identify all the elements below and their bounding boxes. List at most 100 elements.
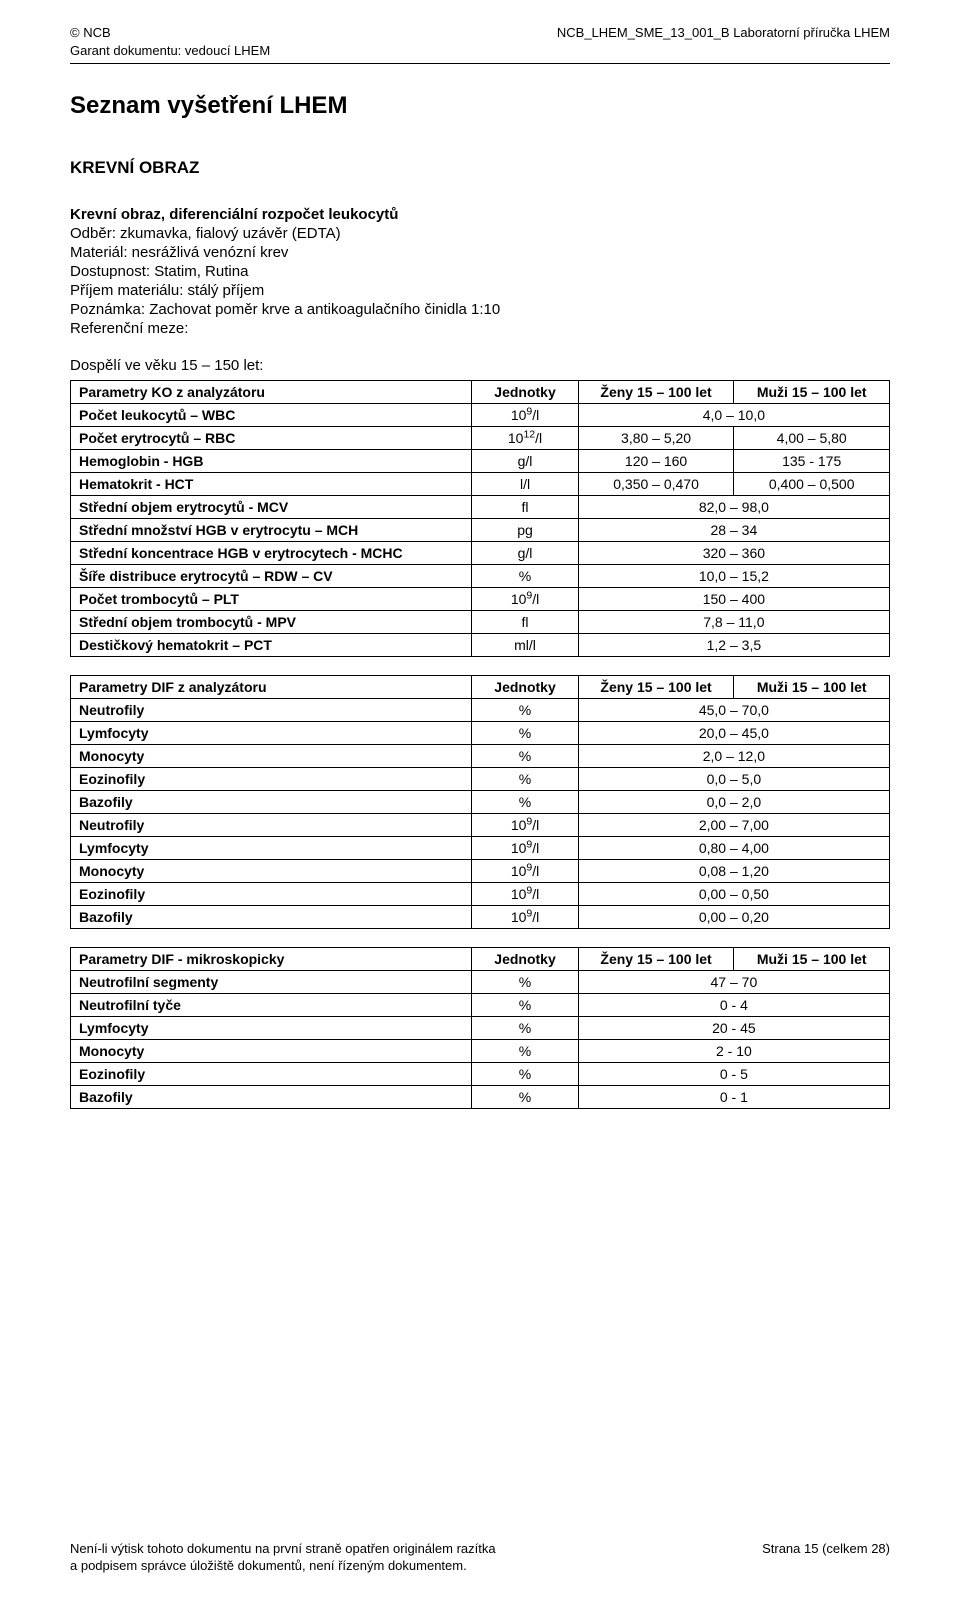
footer-left-line2: a podpisem správce úložiště dokumentů, n… bbox=[70, 1557, 496, 1575]
intro-line: Odběr: zkumavka, fialový uzávěr (EDTA) bbox=[70, 225, 890, 242]
footer-right: Strana 15 (celkem 28) bbox=[762, 1540, 890, 1575]
value-cell: 3,80 – 5,20 bbox=[578, 427, 734, 450]
intro-line: Dostupnost: Statim, Rutina bbox=[70, 263, 890, 280]
doc-header-right: NCB_LHEM_SME_13_001_B Laboratorní příruč… bbox=[557, 24, 890, 59]
param-cell: Monocyty bbox=[71, 745, 472, 768]
table-dif-analyzer: Parametry DIF z analyzátoru Jednotky Žen… bbox=[70, 675, 890, 929]
param-cell: Bazofily bbox=[71, 1086, 472, 1109]
param-cell: Lymfocyty bbox=[71, 837, 472, 860]
table-row: Hematokrit - HCTl/l0,350 – 0,4700,400 – … bbox=[71, 473, 890, 496]
value-cell: 2 - 10 bbox=[578, 1040, 889, 1063]
value-cell: 82,0 – 98,0 bbox=[578, 496, 889, 519]
col-header: Jednotky bbox=[472, 381, 578, 404]
value-cell: 120 – 160 bbox=[578, 450, 734, 473]
table-row: Destičkový hematokrit – PCTml/l1,2 – 3,5 bbox=[71, 634, 890, 657]
col-header: Muži 15 – 100 let bbox=[734, 676, 890, 699]
page: © NCB Garant dokumentu: vedoucí LHEM NCB… bbox=[0, 0, 960, 1601]
param-cell: Hemoglobin - HGB bbox=[71, 450, 472, 473]
value-cell: 20,0 – 45,0 bbox=[578, 722, 889, 745]
value-cell: 0 - 4 bbox=[578, 994, 889, 1017]
doc-header-left: © NCB Garant dokumentu: vedoucí LHEM bbox=[70, 24, 270, 59]
intro-line: Příjem materiálu: stálý příjem bbox=[70, 282, 890, 299]
value-cell: 28 – 34 bbox=[578, 519, 889, 542]
unit-cell: g/l bbox=[472, 450, 578, 473]
value-cell: 0,350 – 0,470 bbox=[578, 473, 734, 496]
param-cell: Střední objem erytrocytů - MCV bbox=[71, 496, 472, 519]
table-row: Neutrofily109/l2,00 – 7,00 bbox=[71, 814, 890, 837]
value-cell: 150 – 400 bbox=[578, 588, 889, 611]
unit-cell: % bbox=[472, 1063, 578, 1086]
value-cell: 0 - 1 bbox=[578, 1086, 889, 1109]
table-row: Eozinofily%0 - 5 bbox=[71, 1063, 890, 1086]
param-cell: Střední objem trombocytů - MPV bbox=[71, 611, 472, 634]
unit-cell: % bbox=[472, 722, 578, 745]
footer-left-line1: Není-li výtisk tohoto dokumentu na první… bbox=[70, 1540, 496, 1558]
col-header: Parametry DIF z analyzátoru bbox=[71, 676, 472, 699]
unit-cell: % bbox=[472, 791, 578, 814]
param-cell: Počet erytrocytů – RBC bbox=[71, 427, 472, 450]
param-cell: Neutrofilní segmenty bbox=[71, 971, 472, 994]
footer-left: Není-li výtisk tohoto dokumentu na první… bbox=[70, 1540, 496, 1575]
intro-line: Materiál: nesrážlivá venózní krev bbox=[70, 244, 890, 261]
value-cell: 2,0 – 12,0 bbox=[578, 745, 889, 768]
value-cell: 0,400 – 0,500 bbox=[734, 473, 890, 496]
table-row: Monocyty109/l0,08 – 1,20 bbox=[71, 860, 890, 883]
value-cell: 0,0 – 2,0 bbox=[578, 791, 889, 814]
table-row: Eozinofily%0,0 – 5,0 bbox=[71, 768, 890, 791]
param-cell: Neutrofily bbox=[71, 699, 472, 722]
param-cell: Lymfocyty bbox=[71, 722, 472, 745]
table-row: Střední množství HGB v erytrocytu – MCHp… bbox=[71, 519, 890, 542]
unit-cell: 1012/l bbox=[472, 427, 578, 450]
unit-cell: % bbox=[472, 768, 578, 791]
param-cell: Střední koncentrace HGB v erytrocytech -… bbox=[71, 542, 472, 565]
table-row: Monocyty%2 - 10 bbox=[71, 1040, 890, 1063]
value-cell: 4,00 – 5,80 bbox=[734, 427, 890, 450]
unit-cell: % bbox=[472, 1017, 578, 1040]
table-row: Bazofily%0,0 – 2,0 bbox=[71, 791, 890, 814]
value-cell: 0,00 – 0,50 bbox=[578, 883, 889, 906]
unit-cell: l/l bbox=[472, 473, 578, 496]
param-cell: Monocyty bbox=[71, 860, 472, 883]
param-cell: Bazofily bbox=[71, 906, 472, 929]
table-row: Bazofily%0 - 1 bbox=[71, 1086, 890, 1109]
param-cell: Neutrofilní tyče bbox=[71, 994, 472, 1017]
table-row: Počet leukocytů – WBC109/l4,0 – 10,0 bbox=[71, 404, 890, 427]
col-header: Ženy 15 – 100 let bbox=[578, 381, 734, 404]
intro-line-strong: Krevní obraz, diferenciální rozpočet leu… bbox=[70, 206, 890, 223]
value-cell: 4,0 – 10,0 bbox=[578, 404, 889, 427]
subheading-age: Dospělí ve věku 15 – 150 let: bbox=[70, 357, 890, 374]
col-header: Parametry KO z analyzátoru bbox=[71, 381, 472, 404]
param-cell: Monocyty bbox=[71, 1040, 472, 1063]
table-row: Neutrofilní segmenty%47 – 70 bbox=[71, 971, 890, 994]
value-cell: 0,80 – 4,00 bbox=[578, 837, 889, 860]
header-right-line1: NCB_LHEM_SME_13_001_B Laboratorní příruč… bbox=[557, 24, 890, 42]
unit-cell: fl bbox=[472, 496, 578, 519]
table-row: Střední objem erytrocytů - MCVfl82,0 – 9… bbox=[71, 496, 890, 519]
unit-cell: 109/l bbox=[472, 588, 578, 611]
table-row: Střední objem trombocytů - MPVfl7,8 – 11… bbox=[71, 611, 890, 634]
unit-cell: 109/l bbox=[472, 404, 578, 427]
unit-cell: ml/l bbox=[472, 634, 578, 657]
footer-page-number: Strana 15 (celkem 28) bbox=[762, 1540, 890, 1558]
col-header: Parametry DIF - mikroskopicky bbox=[71, 948, 472, 971]
unit-cell: % bbox=[472, 971, 578, 994]
value-cell: 0 - 5 bbox=[578, 1063, 889, 1086]
doc-footer: Není-li výtisk tohoto dokumentu na první… bbox=[70, 1540, 890, 1575]
table-header-row: Parametry DIF z analyzátoru Jednotky Žen… bbox=[71, 676, 890, 699]
param-cell: Eozinofily bbox=[71, 1063, 472, 1086]
table-row: Lymfocyty%20 - 45 bbox=[71, 1017, 890, 1040]
value-cell: 47 – 70 bbox=[578, 971, 889, 994]
col-header: Ženy 15 – 100 let bbox=[578, 948, 734, 971]
unit-cell: g/l bbox=[472, 542, 578, 565]
table-row: Hemoglobin - HGBg/l120 – 160135 - 175 bbox=[71, 450, 890, 473]
value-cell: 0,00 – 0,20 bbox=[578, 906, 889, 929]
unit-cell: % bbox=[472, 1086, 578, 1109]
value-cell: 0,0 – 5,0 bbox=[578, 768, 889, 791]
col-header: Jednotky bbox=[472, 676, 578, 699]
table-row: Lymfocyty109/l0,80 – 4,00 bbox=[71, 837, 890, 860]
value-cell: 20 - 45 bbox=[578, 1017, 889, 1040]
unit-cell: % bbox=[472, 745, 578, 768]
col-header: Jednotky bbox=[472, 948, 578, 971]
col-header: Muži 15 – 100 let bbox=[734, 948, 890, 971]
header-left-line1: © NCB bbox=[70, 24, 270, 42]
